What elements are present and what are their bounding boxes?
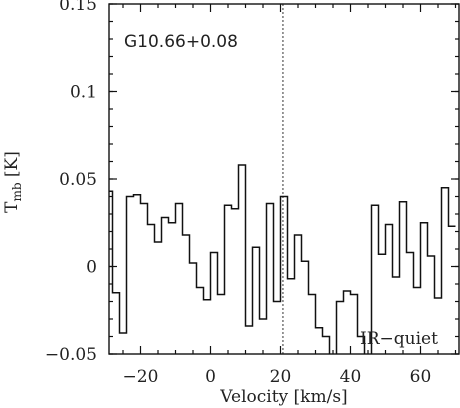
y-tick-label: 0.15 bbox=[59, 0, 97, 15]
svg-text:Tmb [K]: Tmb [K] bbox=[2, 151, 24, 213]
x-axis-title: Velocity [km/s] bbox=[219, 387, 347, 407]
y-tick-label: 0.1 bbox=[70, 83, 97, 103]
source-name-label: G10.66+0.08 bbox=[124, 32, 238, 52]
ir-quiet-annotation: IR−quiet bbox=[360, 329, 438, 349]
y-axis-title: Tmb [K] bbox=[2, 151, 24, 213]
x-tick-label: 40 bbox=[340, 367, 362, 387]
x-tick-label: 60 bbox=[410, 367, 432, 387]
y-tick-label: −0.05 bbox=[45, 345, 97, 365]
spectrum-series-line bbox=[109, 164, 456, 354]
y-tick-label: 0 bbox=[86, 258, 97, 278]
y-axis-title-subscript: mb bbox=[10, 182, 24, 201]
y-axis-title-main: T bbox=[2, 201, 22, 213]
y-axis-title-unit-text: [K] bbox=[2, 151, 22, 177]
plot-frame bbox=[108, 3, 460, 355]
x-tick-label: 0 bbox=[205, 367, 216, 387]
x-tick-label: −20 bbox=[123, 367, 159, 387]
y-tick-label: 0.05 bbox=[59, 170, 97, 190]
x-tick-label: 20 bbox=[270, 367, 292, 387]
